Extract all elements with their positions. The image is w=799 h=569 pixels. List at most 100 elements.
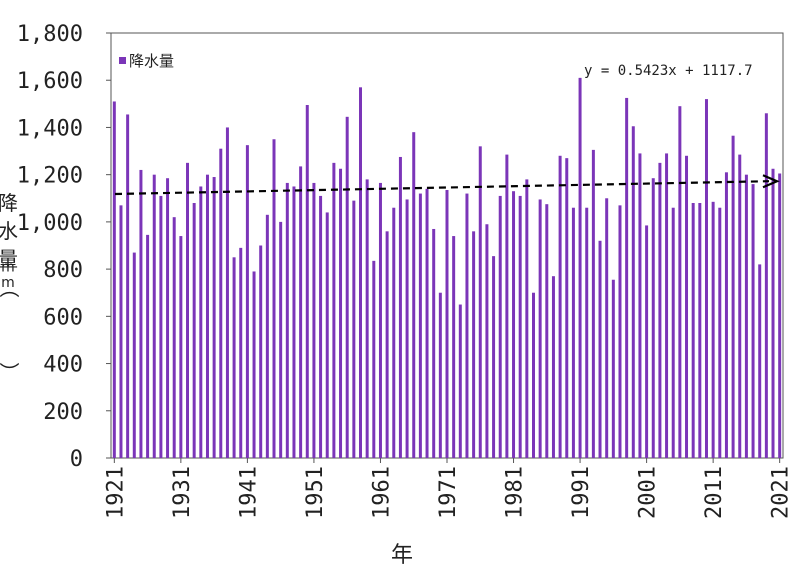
y-axis-label-char: （ (0, 278, 21, 298)
bar (545, 204, 549, 458)
bar (578, 77, 582, 459)
bar (551, 276, 555, 458)
bar (585, 207, 589, 458)
bar (292, 186, 296, 458)
y-axis-label-char: ） (0, 362, 21, 382)
bar (731, 135, 735, 458)
x-axis: 1921 1931 1941 1951 1961 1971 1981 1991 2001 2011… (103, 458, 794, 519)
bar (472, 231, 476, 458)
y-axis-label-char: m (1, 260, 15, 276)
bar (492, 256, 496, 459)
y-axis-label: 降水量（mm） (0, 191, 21, 382)
bars-group (112, 77, 782, 459)
bar (465, 193, 469, 458)
bar (738, 154, 742, 458)
bar (452, 236, 456, 458)
bar (146, 234, 150, 459)
bar (591, 149, 595, 459)
bar (432, 228, 436, 458)
bar (625, 97, 629, 459)
bar (132, 252, 136, 458)
bar (611, 279, 615, 458)
bar (718, 207, 722, 458)
bar (345, 116, 349, 458)
x-tick-label: 1921 (103, 466, 128, 519)
y-tick-label: 400 (43, 353, 83, 378)
trend-arrowhead (762, 174, 780, 189)
bar (598, 240, 602, 458)
bar (518, 195, 522, 459)
legend-label: 降水量 (129, 52, 174, 70)
bar (319, 195, 323, 459)
bar (285, 182, 289, 458)
bar (259, 245, 263, 458)
trend-line (114, 180, 770, 196)
bar (172, 217, 176, 458)
bar (438, 292, 442, 458)
bar (232, 257, 236, 458)
bar (179, 236, 183, 458)
bar (219, 148, 223, 458)
bar (225, 127, 229, 458)
y-tick-label: 0 (70, 447, 83, 472)
x-tick-label: 1941 (236, 466, 261, 519)
bar (332, 162, 336, 459)
y-tick-label: 1,600 (17, 69, 83, 94)
bar (205, 174, 209, 459)
x-tick-label: 1991 (569, 466, 594, 519)
bar (152, 174, 156, 459)
bar (378, 182, 382, 458)
bar (212, 177, 216, 458)
y-axis-label-char: m (1, 275, 15, 291)
bar (532, 292, 535, 458)
bar (445, 190, 449, 458)
legend: 降水量 (119, 52, 174, 70)
x-tick-label: 1971 (436, 466, 461, 519)
legend-swatch (119, 57, 126, 64)
bar (252, 271, 256, 458)
bar (618, 205, 622, 458)
bar (398, 156, 402, 458)
bar (119, 205, 123, 458)
bar (758, 264, 762, 458)
y-tick-label: 1,200 (17, 164, 83, 189)
x-axis-label: 年 (391, 543, 413, 568)
bar (724, 172, 728, 458)
bar (159, 195, 163, 459)
x-tick-label: 1981 (503, 466, 528, 519)
bar (778, 173, 782, 459)
x-tick-label: 1931 (170, 466, 195, 519)
bar (665, 153, 669, 459)
bar (651, 178, 655, 458)
y-tick-label: 600 (43, 305, 83, 330)
y-axis-label-char: 降 (0, 191, 18, 215)
bar (678, 106, 682, 458)
bar (199, 186, 203, 458)
y-axis-label-char: 量 (0, 247, 18, 271)
bar (605, 198, 609, 458)
bar (385, 231, 389, 458)
y-axis-label-char: 水 (0, 219, 18, 243)
bar (512, 191, 516, 458)
y-axis: 0 200 400 600 800 1,000 1,200 1,400 1,600 1,800 (17, 22, 111, 472)
bar (186, 162, 190, 459)
bar (265, 214, 269, 458)
y-tick-label: 200 (43, 400, 83, 425)
bar (631, 126, 635, 458)
bar (771, 168, 775, 458)
x-tick-label: 2021 (769, 466, 794, 519)
bar (485, 224, 489, 458)
bar (239, 247, 243, 458)
bar (538, 199, 542, 458)
bar (658, 162, 662, 459)
bar (671, 207, 675, 458)
bar (418, 193, 422, 458)
bar (478, 146, 482, 458)
bar (272, 139, 276, 458)
bar (299, 166, 303, 458)
bar (698, 203, 702, 458)
bar (498, 195, 502, 459)
bar (711, 201, 715, 458)
bar (279, 221, 283, 458)
